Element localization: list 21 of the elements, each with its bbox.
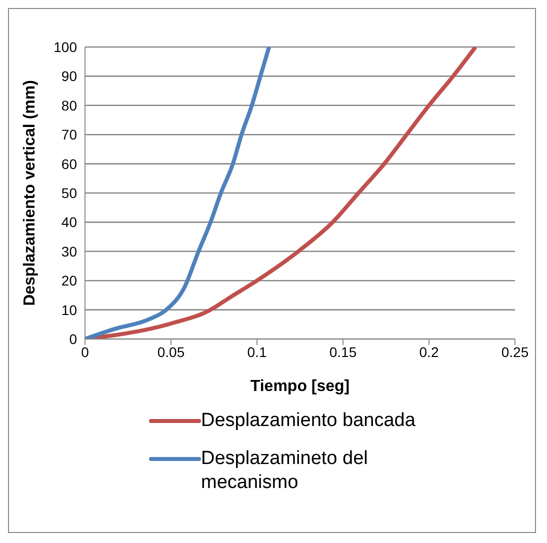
y-tick-label: 70 [61, 126, 78, 143]
y-tick-label: 20 [61, 272, 78, 289]
y-tick-label: 40 [61, 214, 78, 230]
y-tick-label: 30 [61, 243, 78, 260]
y-tick-label: 90 [61, 68, 78, 84]
x-tick-label: 0 [81, 344, 90, 360]
y-tick-label: 0 [69, 330, 78, 347]
y-tick-label: 80 [61, 97, 78, 114]
y-tick-label: 50 [61, 184, 78, 201]
x-tick-label: 0.15 [329, 344, 357, 360]
x-axis-title: Tiempo [seg] [250, 378, 350, 395]
x-tick-label: 0.1 [247, 344, 267, 360]
legend-label: Desplazamineto del mecanismo [201, 447, 369, 495]
legend-label: Desplazamiento bancada [201, 409, 416, 433]
y-axis-title: Desplazamiento vertical (mm) [22, 80, 39, 306]
x-tick-label: 0.05 [157, 344, 185, 360]
y-tick-label: 60 [61, 156, 78, 172]
y-tick-label: 10 [61, 302, 78, 318]
x-tick-label: 0.25 [501, 344, 529, 360]
x-tick-label: 0.2 [419, 344, 439, 360]
y-tick-label: 100 [54, 38, 78, 55]
